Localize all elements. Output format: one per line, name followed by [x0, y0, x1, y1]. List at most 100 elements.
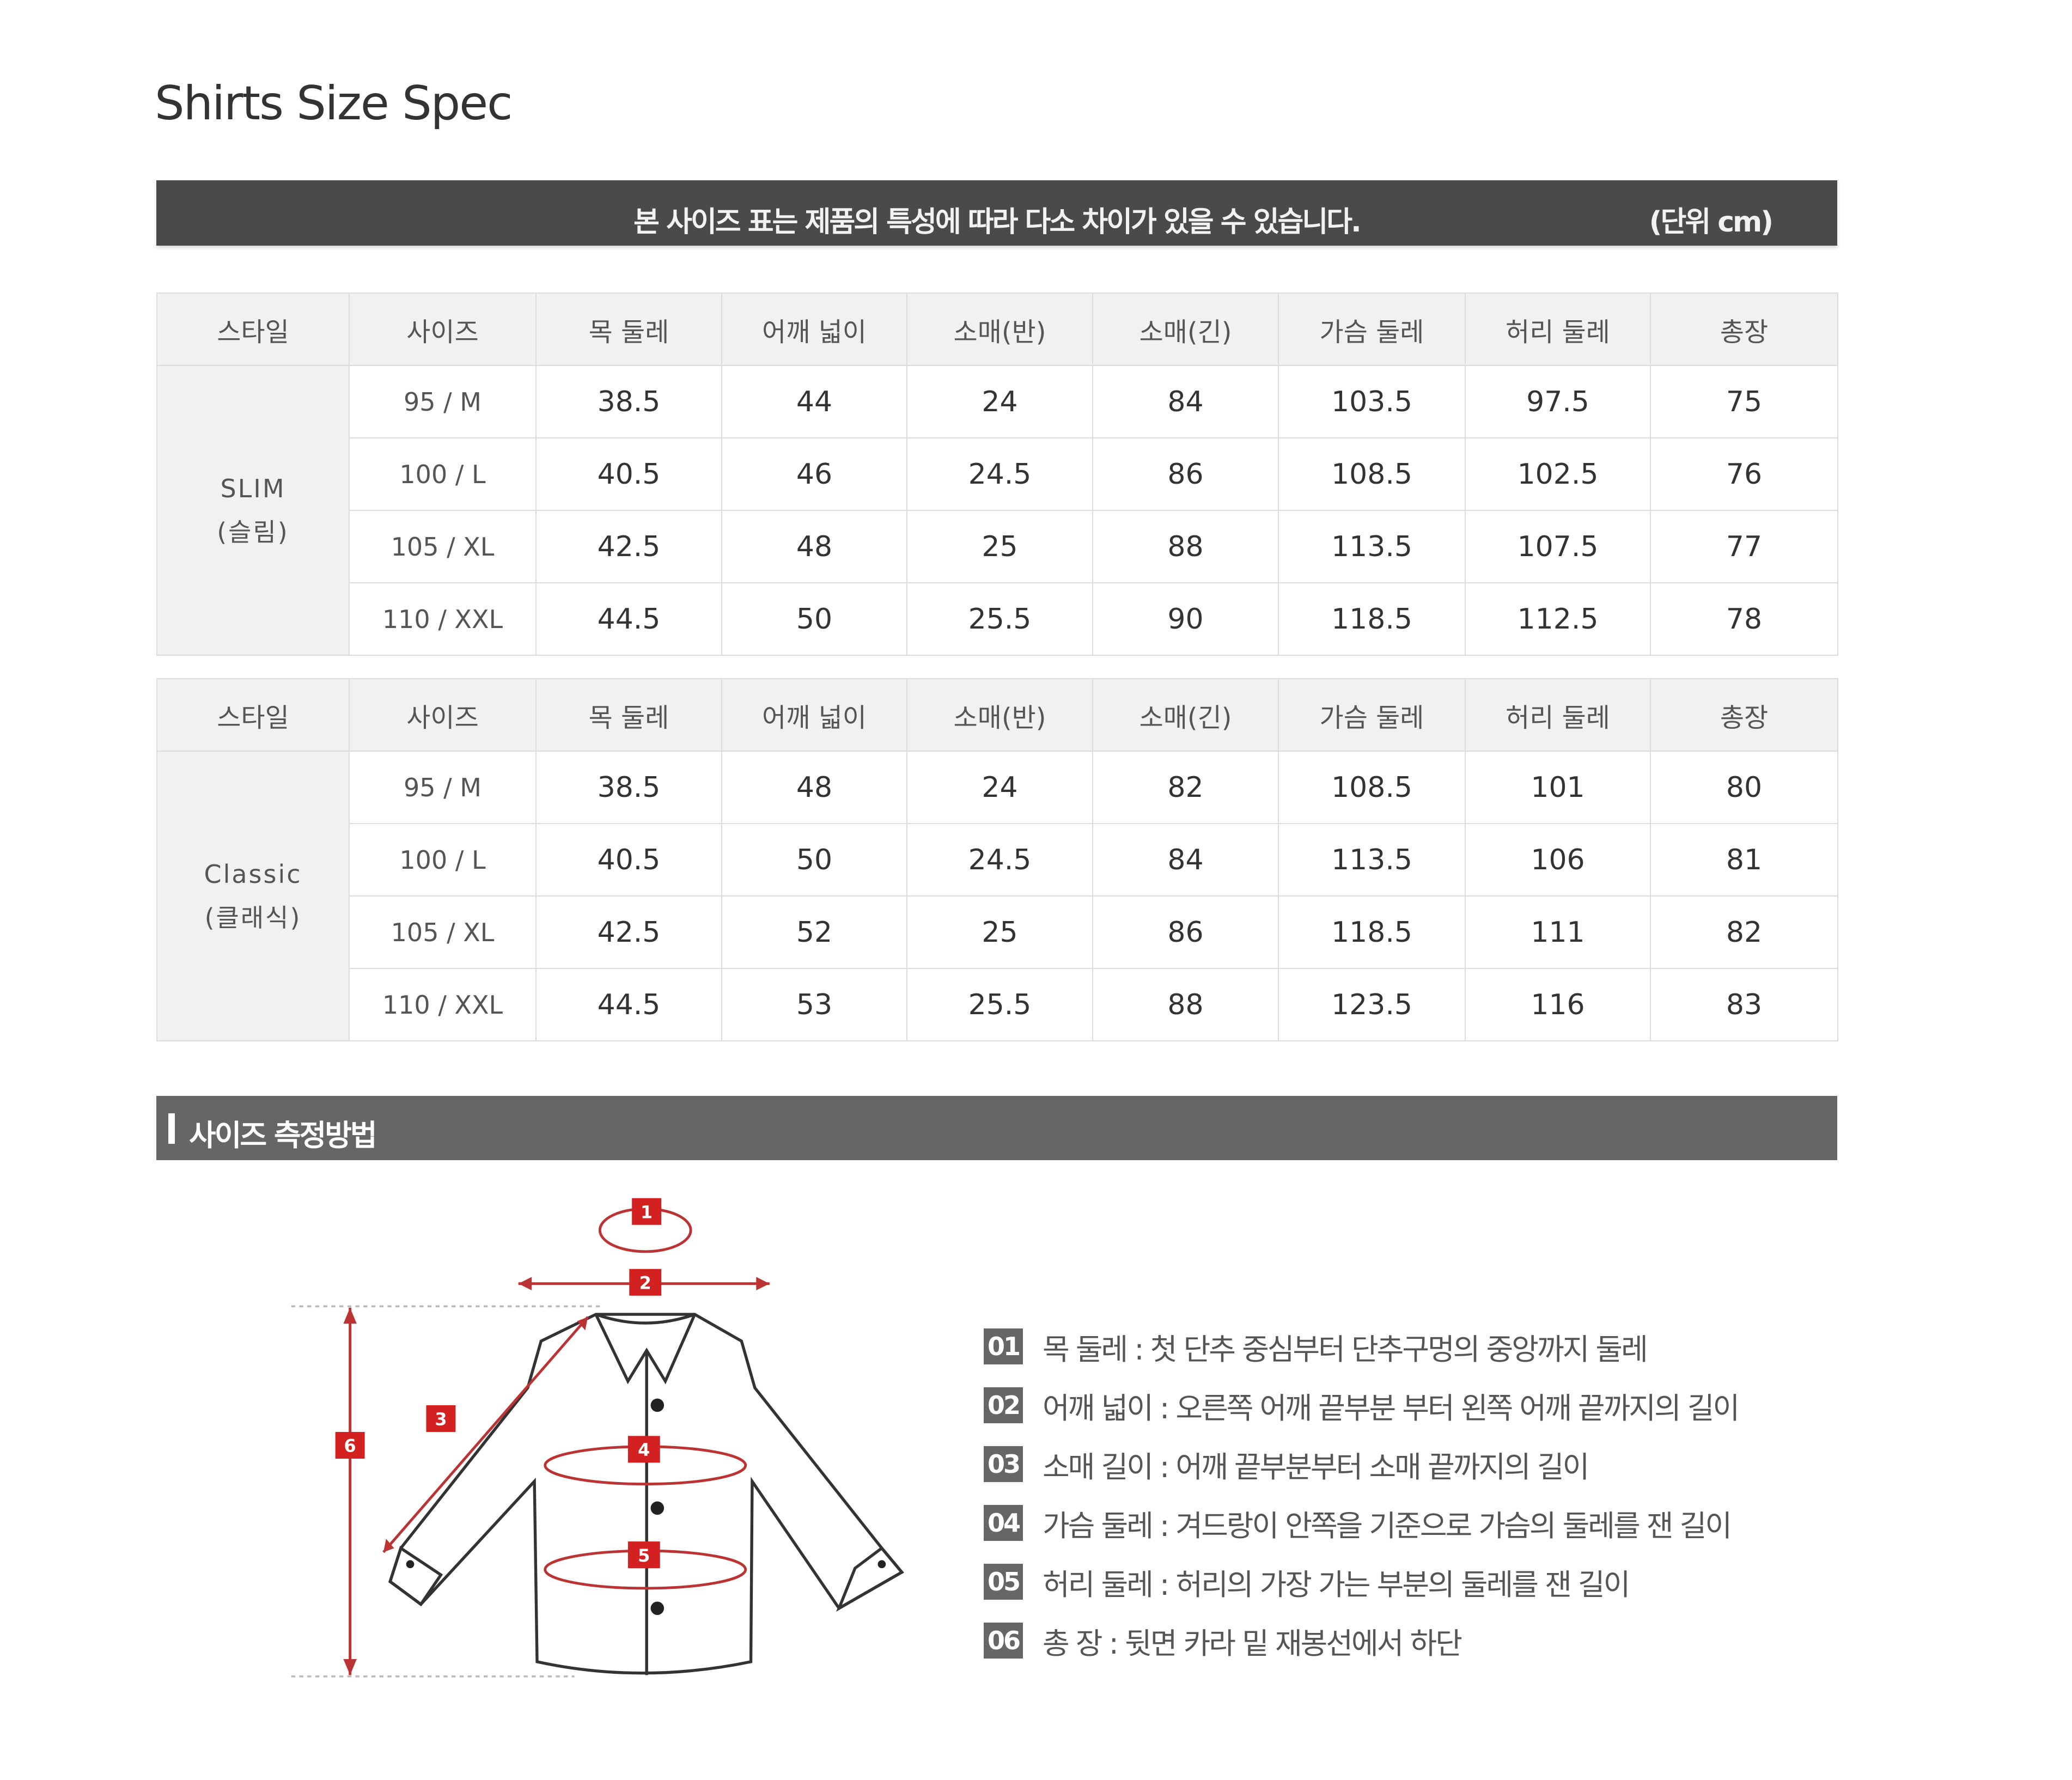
unit-label: (단위 cm)	[1649, 206, 1774, 239]
value-cell: 40.5	[535, 823, 722, 897]
measurement-description: 소매 길이 : 어깨 끝부분부터 소매 끝까지의 길이	[1043, 1449, 1589, 1484]
marker-5: 5	[627, 1541, 660, 1569]
column-header: 소매(반)	[906, 292, 1093, 366]
value-cell: 101	[1465, 751, 1651, 824]
column-header: 사이즈	[349, 678, 537, 752]
marker-4: 4	[627, 1436, 660, 1463]
measurement-description: 어깨 넓이 : 오른쪽 어깨 끝부분 부터 왼쪽 어깨 끝까지의 길이	[1043, 1391, 1740, 1425]
value-cell: 86	[1092, 437, 1279, 511]
measurement-item: 05 허리 둘레 : 허리의 가장 가는 부분의 둘레를 잰 길이	[984, 1552, 1738, 1611]
svg-text:4: 4	[638, 1440, 650, 1460]
number-badge: 02	[984, 1387, 1023, 1423]
svg-text:6: 6	[344, 1436, 356, 1456]
value-cell: 24	[906, 751, 1093, 824]
shirt-illustration: 1 2 3 4 5 6	[291, 1198, 904, 1678]
value-cell: 102.5	[1465, 437, 1651, 511]
measurement-list: 01 목 둘레 : 첫 단추 중심부터 단추구멍의 중앙까지 둘레 02 어깨 넓이 …	[984, 1317, 1740, 1670]
column-header: 목 둘레	[535, 292, 722, 366]
column-header: 총장	[1650, 292, 1838, 366]
number-badge: 03	[984, 1446, 1023, 1482]
svg-text:5: 5	[638, 1545, 650, 1566]
value-cell: 81	[1650, 823, 1838, 897]
marker-2: 2	[629, 1269, 662, 1296]
measurement-item: 06 총 장 : 뒷면 카라 밑 재봉선에서 하단	[984, 1611, 1738, 1670]
column-header: 소매(긴)	[1092, 678, 1279, 752]
value-cell: 84	[1092, 823, 1279, 897]
svg-text:2: 2	[639, 1273, 651, 1294]
cuff-right	[836, 1546, 904, 1612]
column-header: 가슴 둘레	[1278, 292, 1466, 366]
value-cell: 48	[721, 510, 907, 583]
table-row: 100 / L 40.5 50 24.5 84 113.5 106 81	[157, 823, 1838, 897]
column-header: 어깨 넓이	[721, 292, 907, 366]
value-cell: 40.5	[535, 437, 722, 511]
measurement-item: 03 소매 길이 : 어깨 끝부분부터 소매 끝까지의 길이	[984, 1435, 1738, 1494]
measurement-description: 가슴 둘레 : 겨드랑이 안쪽을 기준으로 가슴의 둘레를 잰 길이	[1043, 1508, 1732, 1543]
column-header: 스타일	[156, 292, 350, 366]
notice-text: 본 사이즈 표는 제품의 특성에 따라 다소 차이가 있을 수 있습니다.	[633, 206, 1362, 239]
value-cell: 111	[1465, 895, 1651, 969]
value-cell: 123.5	[1278, 968, 1466, 1041]
value-cell: 88	[1092, 510, 1279, 583]
value-cell: 75	[1650, 365, 1838, 438]
section-title: 사이즈 측정방법	[189, 1118, 377, 1153]
size-table-slim: 스타일 사이즈 목 둘레 어깨 넓이 소매(반) 소매(긴) 가슴 둘레 허리 둘레 총장 SLI…	[156, 292, 1838, 656]
value-cell: 116	[1465, 968, 1651, 1041]
table-row: SLIM (슬림) 95 / M 38.5 44 24 84 103.5 97.5 75	[156, 365, 1838, 656]
value-cell: 118.5	[1278, 582, 1466, 656]
value-cell: 38.5	[535, 751, 722, 824]
measurement-item: 04 가슴 둘레 : 겨드랑이 안쪽을 기준으로 가슴의 둘레를 잰 길이	[984, 1494, 1738, 1552]
size-cell: 100 / L	[349, 823, 537, 897]
value-cell: 88	[1092, 968, 1279, 1041]
measurement-description: 총 장 : 뒷면 카라 밑 재봉선에서 하단	[1043, 1626, 1462, 1661]
value-cell: 46	[721, 437, 907, 511]
column-header: 목 둘레	[535, 678, 722, 752]
number-badge: 05	[984, 1564, 1023, 1600]
measurement-description: 목 둘레 : 첫 단추 중심부터 단추구멍의 중앙까지 둘레	[1043, 1332, 1648, 1367]
value-cell: 97.5	[1465, 365, 1651, 438]
size-cell: 110 / XXL	[349, 582, 537, 656]
measurement-description: 허리 둘레 : 허리의 가장 가는 부분의 둘레를 잰 길이	[1043, 1567, 1630, 1602]
column-header: 소매(긴)	[1092, 292, 1279, 366]
value-cell: 86	[1092, 895, 1279, 969]
table-row: 110 / XXL 44.5 53 25.5 88 123.5 116 83	[157, 968, 1838, 1041]
value-cell: 42.5	[535, 895, 722, 969]
column-header: 가슴 둘레	[1278, 678, 1466, 752]
value-cell: 24.5	[906, 823, 1093, 897]
notice-bar: 본 사이즈 표는 제품의 특성에 따라 다소 차이가 있을 수 있습니다. (단…	[156, 180, 1837, 246]
page-title: Shirts Size Spec	[155, 76, 513, 131]
marker-1: 1	[632, 1198, 662, 1225]
style-name: SLIM	[220, 474, 286, 503]
marker-6: 6	[335, 1431, 365, 1459]
style-name: Classic	[204, 859, 302, 889]
value-cell: 113.5	[1278, 823, 1466, 897]
marker-3: 3	[426, 1405, 456, 1432]
size-cell: 95 / M	[349, 751, 537, 824]
number-badge: 04	[984, 1505, 1023, 1541]
column-header: 스타일	[156, 678, 350, 752]
value-cell: 76	[1650, 437, 1838, 511]
svg-text:3: 3	[435, 1409, 447, 1430]
value-cell: 108.5	[1278, 437, 1466, 511]
table-row: 100 / L 40.5 46 24.5 86 108.5 102.5 76	[157, 437, 1838, 511]
cuff-left	[388, 1546, 443, 1607]
column-header: 총장	[1650, 678, 1838, 752]
style-subname: (슬림)	[217, 517, 289, 547]
size-cell: 95 / M	[349, 365, 537, 438]
column-header: 소매(반)	[906, 678, 1093, 752]
shirt-diagram: 1 2 3 4 5 6	[283, 1187, 921, 1688]
number-badge: 01	[984, 1328, 1023, 1364]
header-row: 스타일 사이즈 목 둘레 어깨 넓이 소매(반) 소매(긴) 가슴 둘레 허리 둘레 총장	[156, 292, 1838, 366]
value-cell: 24	[906, 365, 1093, 438]
value-cell: 103.5	[1278, 365, 1466, 438]
value-cell: 50	[721, 823, 907, 897]
value-cell: 25	[906, 895, 1093, 969]
style-cell: SLIM (슬림)	[156, 365, 350, 656]
size-cell: 105 / XL	[349, 895, 537, 969]
column-header: 허리 둘레	[1465, 678, 1651, 752]
value-cell: 52	[721, 895, 907, 969]
value-cell: 25	[906, 510, 1093, 583]
value-cell: 24.5	[906, 437, 1093, 511]
svg-text:1: 1	[641, 1202, 653, 1223]
measurement-item: 02 어깨 넓이 : 오른쪽 어깨 끝부분 부터 왼쪽 어깨 끝까지의 길이	[984, 1376, 1740, 1435]
